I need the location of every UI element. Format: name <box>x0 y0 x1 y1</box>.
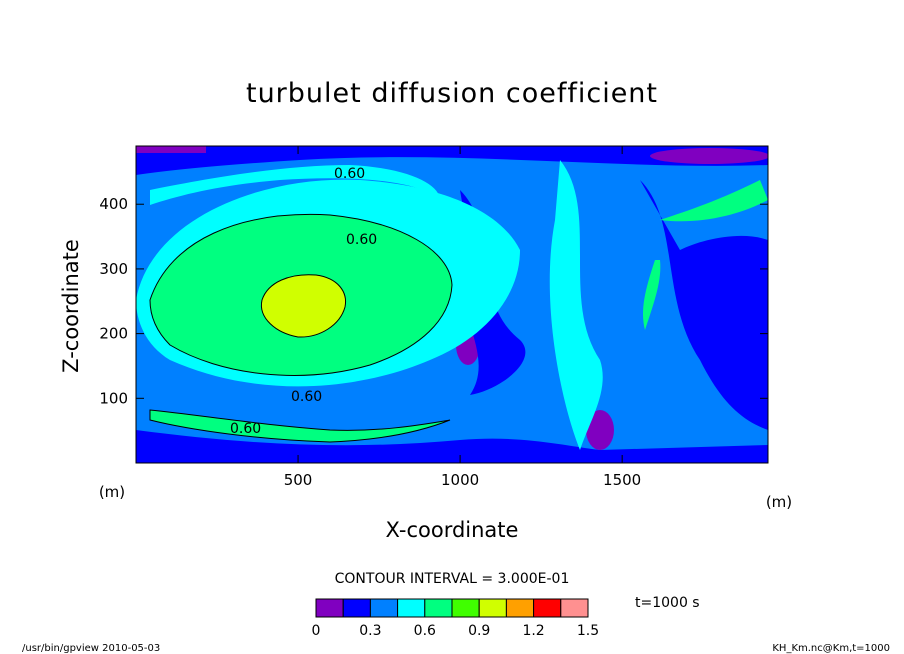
colorbar-tick-label: 0.9 <box>468 623 490 639</box>
contour-interval-text: CONTOUR INTERVAL = 3.000E-01 <box>335 571 570 587</box>
x-axis-label: X-coordinate <box>386 518 519 542</box>
chart-title: turbulet diffusion coefficient <box>246 78 658 109</box>
y-tick-label: 400 <box>99 195 128 213</box>
field-purple-bottom <box>586 410 614 450</box>
y-tick-label: 100 <box>99 389 128 407</box>
colorbar-tick-label: 0.6 <box>414 623 436 639</box>
contour-label: 0.60 <box>230 421 261 437</box>
footer-right: KH_Km.nc@Km,t=1000 <box>772 643 890 654</box>
colorbar-swatch <box>342 598 371 618</box>
colorbar-swatch <box>315 598 344 618</box>
field-top-streak <box>150 165 440 205</box>
y-tick-label: 200 <box>99 325 128 343</box>
colorbar-tick-label: 1.2 <box>522 623 544 639</box>
footer-left: /usr/bin/gpview 2010-05-03 <box>22 643 160 654</box>
field-top-band <box>136 146 768 175</box>
y-tick-label: 300 <box>99 260 128 278</box>
field-right-blob <box>640 180 768 430</box>
contour-labels: 0.60 0.60 0.60 0.60 <box>230 166 377 437</box>
colorbar-swatch <box>451 598 480 618</box>
colorbar-swatch <box>424 598 453 618</box>
contour-label: 0.60 <box>291 389 322 405</box>
colorbar-tick-label: 0.3 <box>359 623 381 639</box>
x-tick-label: 1500 <box>603 471 641 489</box>
plot-frame <box>135 145 769 464</box>
x-tick-label: 1000 <box>441 471 479 489</box>
axes: 500 1000 1500 100 200 300 400 <box>99 146 768 489</box>
colorbar-swatch <box>505 598 535 618</box>
field-bottom-band <box>136 430 768 463</box>
colorbar-tick-label: 0 <box>312 623 321 639</box>
field-purple-topright <box>650 148 768 164</box>
y-axis-label: Z-coordinate <box>59 239 83 373</box>
colorbar-swatch <box>397 598 426 618</box>
field-eddy-peak <box>260 274 347 338</box>
colorbar-swatch <box>560 598 589 618</box>
colorbar-tick-label: 1.5 <box>577 623 599 639</box>
colorbar-swatch <box>369 598 399 618</box>
x-unit-label: (m) <box>766 493 792 511</box>
time-label: t=1000 s <box>635 595 700 611</box>
contour-label: 0.60 <box>334 166 365 182</box>
y-unit-label: (m) <box>99 483 125 501</box>
colorbar-swatch <box>478 598 507 618</box>
colorbar-swatch <box>533 598 562 618</box>
contour-label: 0.60 <box>346 232 377 248</box>
x-tick-label: 500 <box>284 471 313 489</box>
field-purple-topleft <box>136 146 206 153</box>
field-cyan-streak <box>549 160 603 450</box>
field-green-streak-right <box>660 180 768 222</box>
field-green-streak-mid <box>643 260 661 330</box>
colorbar: 0 0.3 0.6 0.9 1.2 1.5 <box>312 598 599 639</box>
field-bottom-streak <box>149 409 451 443</box>
plot-area <box>136 146 768 463</box>
